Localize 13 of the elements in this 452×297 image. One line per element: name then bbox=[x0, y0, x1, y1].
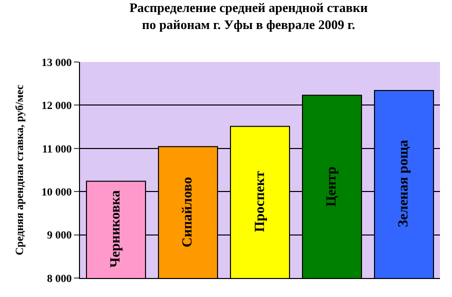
x-tick-label: Проспект bbox=[252, 170, 268, 232]
x-tick-label: Сипайлово bbox=[180, 177, 196, 248]
y-tick-label: 13 000 bbox=[42, 56, 72, 69]
x-tick-label: Черниковка bbox=[108, 190, 124, 268]
y-axis-title: Средняя арендная ставка, руб/мес bbox=[14, 84, 26, 256]
y-tick-label: 10 000 bbox=[42, 186, 72, 198]
y-tick-label: 9 000 bbox=[47, 230, 72, 242]
y-tick-label: 8 000 bbox=[47, 272, 72, 285]
chart-title: Распределение средней арендной ставки по районам г. Уфы в феврале 2009 г. bbox=[129, 0, 368, 32]
x-tick-label: Центр bbox=[324, 166, 340, 207]
y-tick-label: 11 000 bbox=[42, 143, 72, 156]
x-tick-label: Зеленая роща bbox=[396, 140, 412, 228]
y-tick-label: 12 000 bbox=[42, 100, 72, 112]
